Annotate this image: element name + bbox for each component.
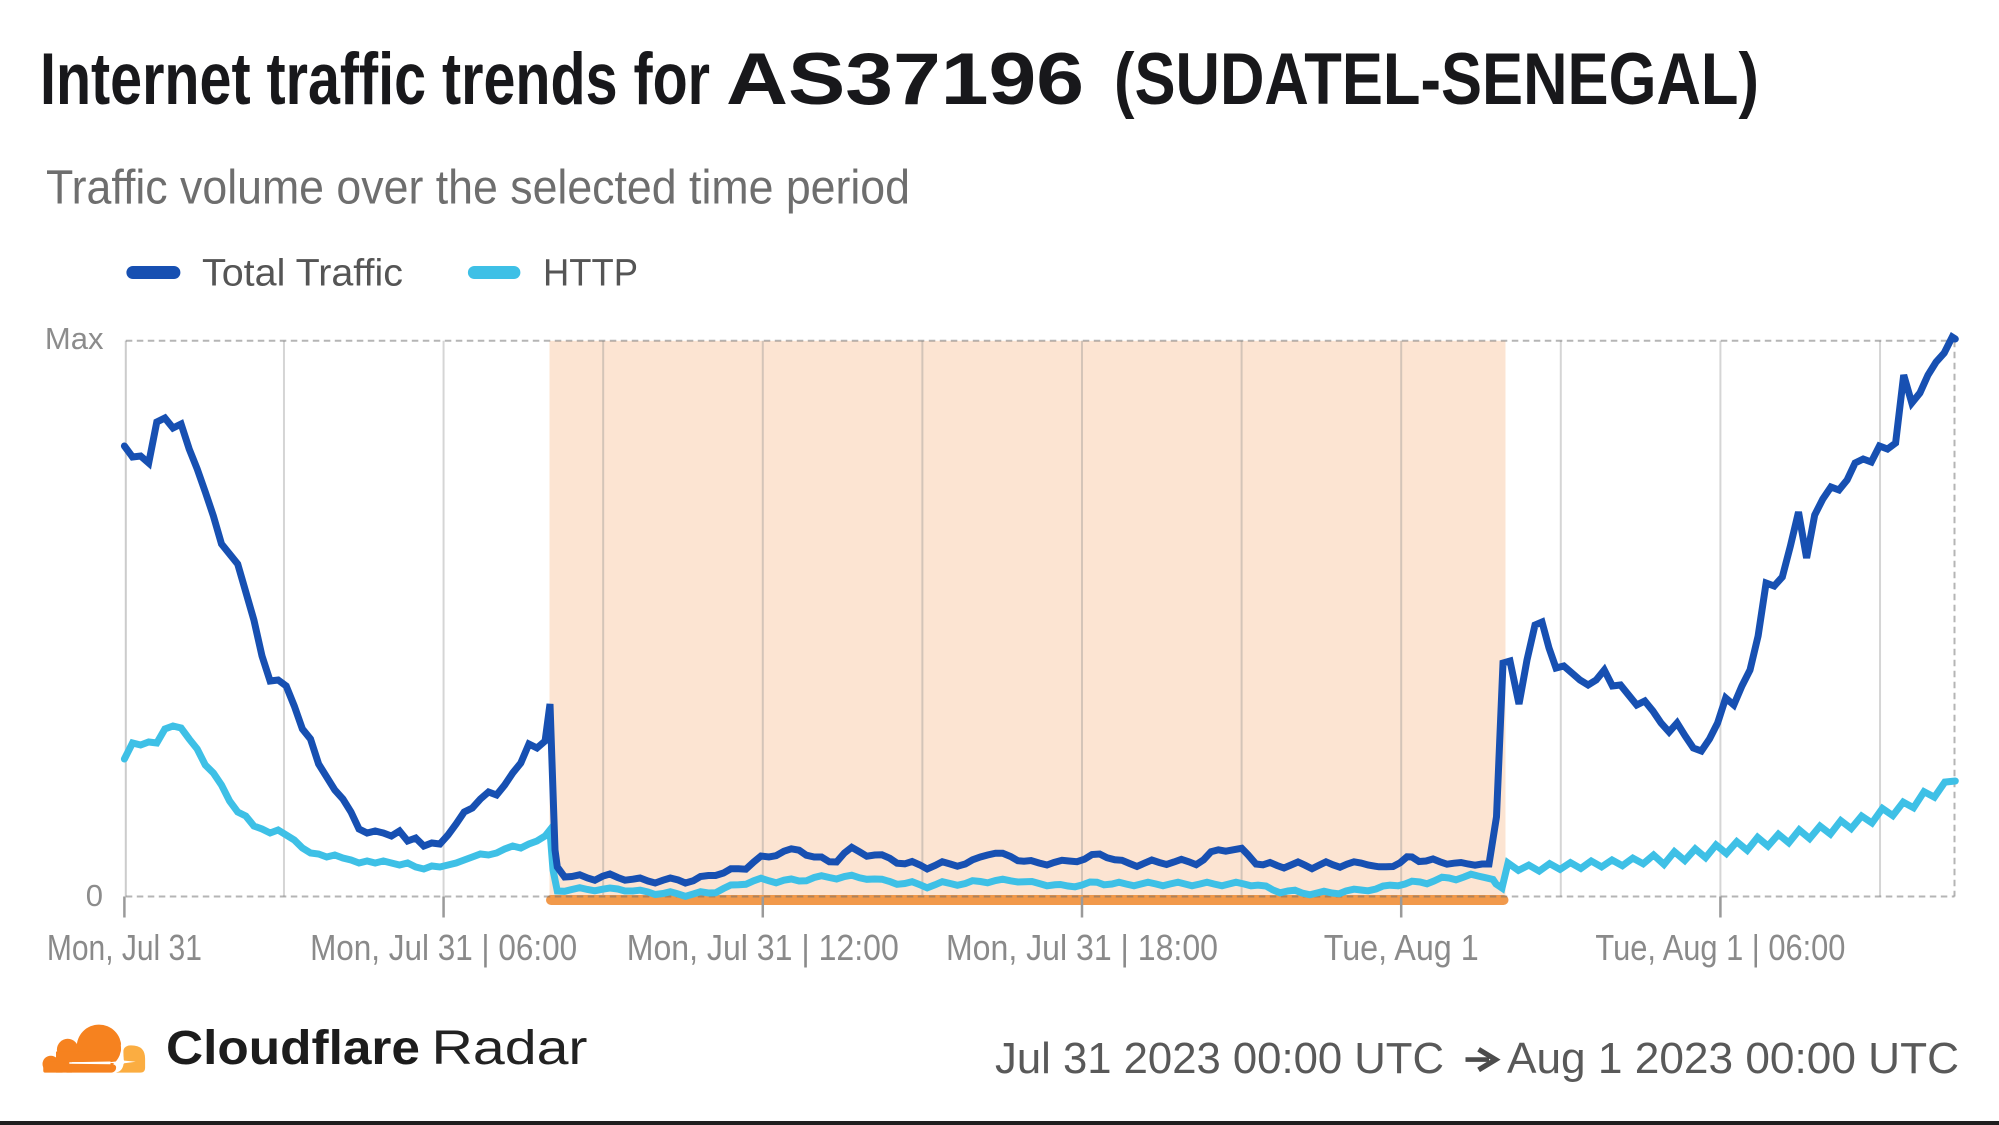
svg-text:Max: Max bbox=[45, 321, 104, 356]
svg-text:Mon, Jul 31: Mon, Jul 31 bbox=[47, 927, 202, 968]
svg-text:Tue, Aug 1: Tue, Aug 1 bbox=[1324, 927, 1479, 968]
svg-text:Mon, Jul 31 | 18:00: Mon, Jul 31 | 18:00 bbox=[946, 927, 1218, 968]
svg-text:HTTP: HTTP bbox=[543, 253, 638, 295]
svg-text:Tue, Aug 1 | 06:00: Tue, Aug 1 | 06:00 bbox=[1595, 927, 1845, 968]
svg-text:Total Traffic: Total Traffic bbox=[202, 253, 403, 295]
svg-text:Radar: Radar bbox=[432, 1022, 588, 1075]
svg-text:Traffic volume over the select: Traffic volume over the selected time pe… bbox=[46, 162, 910, 215]
svg-text:Jul 31 2023 00:00 UTC: Jul 31 2023 00:00 UTC bbox=[995, 1034, 1444, 1083]
svg-text:Cloudflare: Cloudflare bbox=[166, 1022, 420, 1075]
svg-text:0: 0 bbox=[86, 878, 103, 913]
svg-text:Mon, Jul 31 | 12:00: Mon, Jul 31 | 12:00 bbox=[627, 927, 899, 968]
svg-text:Mon, Jul 31 | 06:00: Mon, Jul 31 | 06:00 bbox=[310, 927, 577, 968]
svg-text:Aug 1 2023 00:00 UTC: Aug 1 2023 00:00 UTC bbox=[1507, 1034, 1959, 1083]
